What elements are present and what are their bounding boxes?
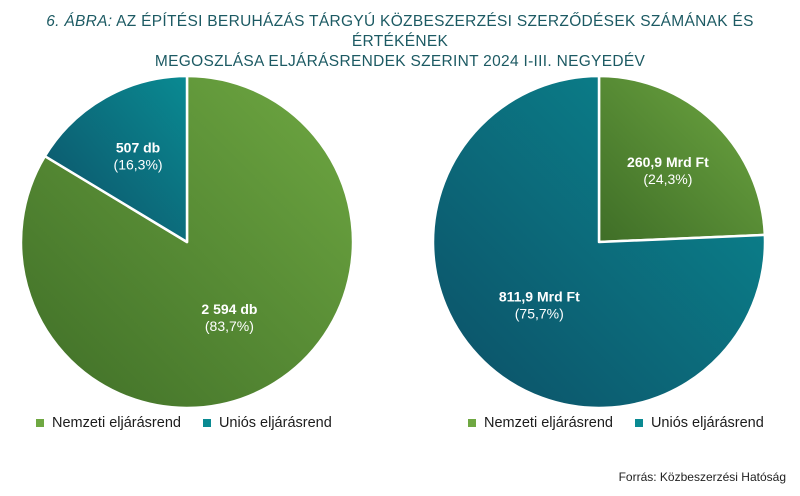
legend-item-unios: Uniós eljárásrend [202,415,332,431]
legend-swatch-unios [202,419,211,427]
slice-percent-label: (83,7%) [205,318,254,334]
legend-left: Nemzeti eljárásrend Uniós eljárásrend [36,415,354,431]
legend-item-nemzeti: Nemzeti eljárásrend [36,415,181,431]
chart-title: 6. ÁBRA: AZ ÉPÍTÉSI BERUHÁZÁS TÁRGYÚ KÖZ… [20,12,780,72]
pie-slice-unios [43,74,189,244]
legend-label-nemzeti: Nemzeti eljárásrend [52,415,181,431]
pie-chart-count: 2 594 db(83,7%) 507 db(16,3%) [19,74,355,410]
legend-label-nemzeti: Nemzeti eljárásrend [484,415,613,431]
legend-swatch-unios [634,419,643,427]
slice-percent-label: (24,3%) [643,171,692,187]
slice-value-label: 2 594 db [201,301,257,317]
pie-slice-nemzeti [597,74,767,244]
legend-right: Nemzeti eljárásrend Uniós eljárásrend [468,415,786,431]
title-text-line2: MEGOSZLÁSA ELJÁRÁSRENDEK SZERINT 2024 I-… [154,53,646,70]
slice-value-label: 507 db [116,139,160,155]
legend-label-unios: Uniós eljárásrend [650,415,764,431]
slice-percent-label: (16,3%) [114,156,163,172]
pie-chart-value: 260,9 Mrd Ft(24,3%) 811,9 Mrd Ft(75,7%) [431,74,767,410]
figure-number: 6. ÁBRA: [46,13,113,30]
chart-title-line1: 6. ÁBRA: AZ ÉPÍTÉSI BERUHÁZÁS TÁRGYÚ KÖZ… [20,12,780,52]
legend-item-nemzeti: Nemzeti eljárásrend [468,415,613,431]
slice-percent-label: (75,7%) [515,305,564,321]
source-note: Forrás: Közbeszerzési Hatóság [618,470,786,484]
legend-item-unios: Uniós eljárásrend [634,415,764,431]
pie-slice-unios [431,74,767,410]
slice-value-label: 811,9 Mrd Ft [499,288,580,304]
legend-swatch-nemzeti [36,419,44,427]
legend-label-unios: Uniós eljárásrend [218,415,332,431]
legend-swatch-nemzeti [468,419,476,427]
title-text-line1: AZ ÉPÍTÉSI BERUHÁZÁS TÁRGYÚ KÖZBESZERZÉS… [116,13,754,50]
slice-value-label: 260,9 Mrd Ft [627,154,709,170]
